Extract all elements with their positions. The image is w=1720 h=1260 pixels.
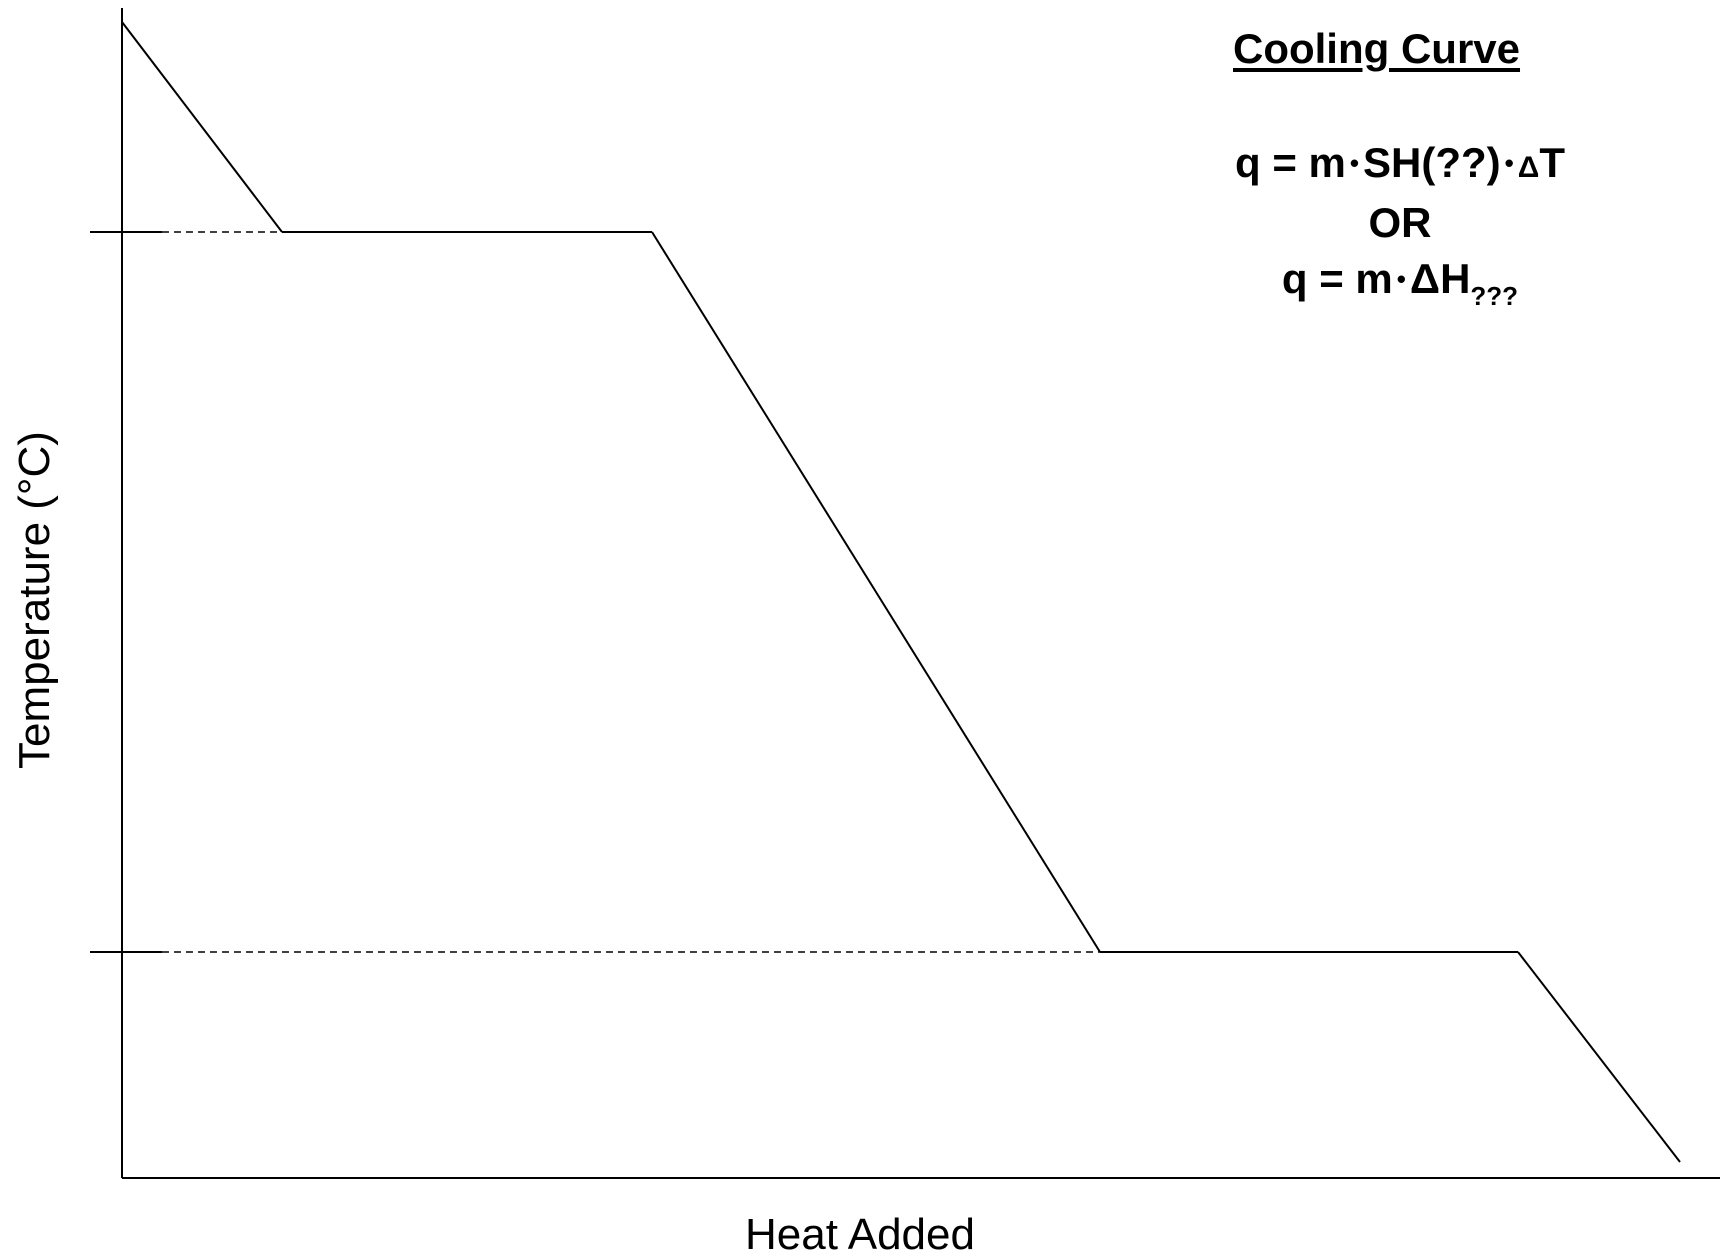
multiply-dot-icon: • [1396, 264, 1406, 294]
temperature-symbol: T [1539, 139, 1565, 186]
liquid-cooling-segment [121, 21, 283, 233]
enthalpy-subscript: ??? [1470, 281, 1519, 311]
formula-q-equals-m: q = m [1235, 139, 1346, 186]
formula-or-text: OR [1368, 199, 1432, 246]
x-axis-label: Heat Added [745, 1210, 975, 1259]
delta-h-term: ΔH [1409, 255, 1471, 302]
diagram-title: Cooling Curve [1233, 25, 1521, 72]
formula-q-equals-m: q = m [1281, 255, 1393, 302]
multiply-dot-icon: • [1349, 148, 1359, 178]
specific-heat-term: SH(??) [1363, 139, 1501, 186]
y-axis-label: Temperature (°C) [10, 431, 59, 769]
middle-cooling-segment [651, 231, 1101, 953]
delta-symbol: Δ [1517, 151, 1540, 184]
solid-cooling-segment [1517, 951, 1681, 1163]
enthalpy-formula: q = m •ΔH??? [1180, 255, 1620, 311]
multiply-dot-icon: • [1504, 148, 1514, 178]
specific-heat-formula: q = m •SH(??) • ΔT [1180, 142, 1620, 184]
